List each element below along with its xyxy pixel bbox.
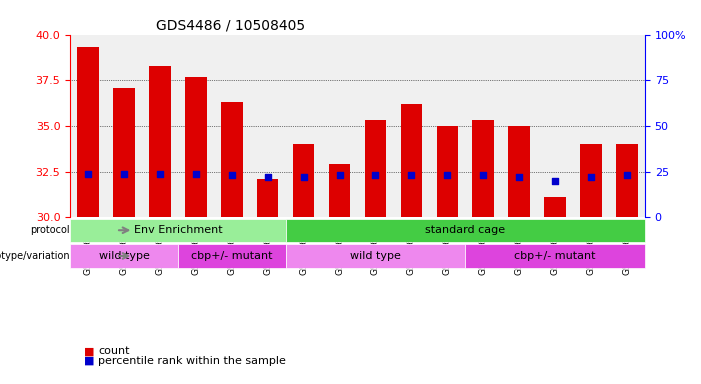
Bar xyxy=(365,121,386,217)
Bar xyxy=(77,47,99,217)
Bar xyxy=(293,144,314,217)
Text: Env Enrichment: Env Enrichment xyxy=(134,225,222,235)
Point xyxy=(190,170,201,177)
Bar xyxy=(329,164,350,217)
Bar xyxy=(616,144,638,217)
FancyBboxPatch shape xyxy=(286,218,645,242)
Text: ■: ■ xyxy=(84,346,95,356)
Bar xyxy=(472,121,494,217)
Text: percentile rank within the sample: percentile rank within the sample xyxy=(98,356,286,366)
Point xyxy=(514,174,525,180)
Bar xyxy=(257,179,278,217)
Point xyxy=(262,174,273,180)
Point xyxy=(298,174,309,180)
Point xyxy=(154,170,165,177)
Bar xyxy=(185,77,207,217)
Point xyxy=(334,172,345,179)
FancyBboxPatch shape xyxy=(286,244,465,268)
Point xyxy=(621,172,632,179)
Point xyxy=(83,170,94,177)
Text: protocol: protocol xyxy=(30,225,70,235)
FancyBboxPatch shape xyxy=(465,244,645,268)
Bar xyxy=(149,66,171,217)
Text: wild type: wild type xyxy=(350,251,401,261)
Text: cbp+/- mutant: cbp+/- mutant xyxy=(191,251,273,261)
Point xyxy=(550,178,561,184)
FancyBboxPatch shape xyxy=(178,244,286,268)
Text: cbp+/- mutant: cbp+/- mutant xyxy=(515,251,596,261)
Bar xyxy=(221,102,243,217)
Bar xyxy=(545,197,566,217)
Point xyxy=(370,172,381,179)
Text: ■: ■ xyxy=(84,356,95,366)
Text: count: count xyxy=(98,346,130,356)
Point xyxy=(585,174,597,180)
Bar xyxy=(401,104,422,217)
Point xyxy=(442,172,453,179)
FancyBboxPatch shape xyxy=(70,218,286,242)
Text: standard cage: standard cage xyxy=(426,225,505,235)
Bar xyxy=(114,88,135,217)
Bar xyxy=(580,144,602,217)
FancyBboxPatch shape xyxy=(70,244,178,268)
Bar xyxy=(508,126,530,217)
Point xyxy=(118,170,130,177)
Point xyxy=(226,172,238,179)
Point xyxy=(477,172,489,179)
Text: GDS4486 / 10508405: GDS4486 / 10508405 xyxy=(156,18,306,32)
Point xyxy=(406,172,417,179)
Bar xyxy=(437,126,458,217)
Text: wild type: wild type xyxy=(99,251,149,261)
Text: genotype/variation: genotype/variation xyxy=(0,251,70,261)
